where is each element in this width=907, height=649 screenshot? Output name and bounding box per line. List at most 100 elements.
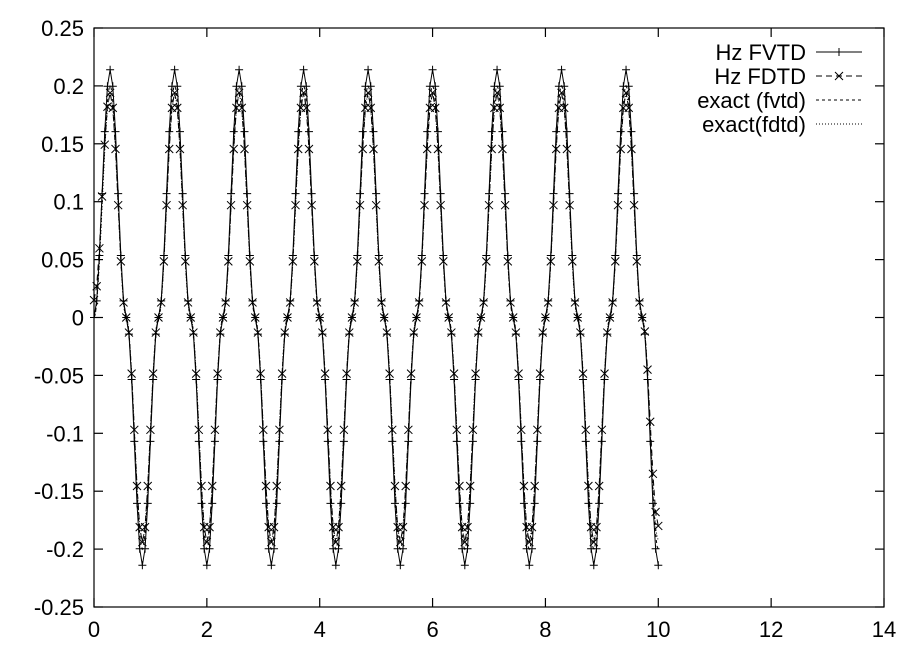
point-marker-plus [358,127,367,136]
point-marker-x [331,537,341,547]
point-marker-x [186,313,196,322]
point-marker-x [352,256,362,266]
y-tick-label: -0.15 [34,479,84,504]
point-marker-x [162,200,171,210]
point-marker-x [390,481,400,491]
point-marker-plus [272,499,281,508]
point-marker-plus [557,65,566,74]
point-marker-plus [261,499,270,508]
point-marker-x [202,537,212,547]
point-marker-plus [455,499,464,508]
point-marker-x [205,522,214,532]
point-marker-plus [237,82,246,91]
point-marker-x [471,369,480,379]
point-marker-x [344,328,354,337]
point-marker-x [524,537,534,547]
point-marker-x [562,144,572,154]
point-marker-x [355,200,365,210]
point-marker-plus [299,65,308,74]
point-marker-plus [326,499,335,508]
point-marker-x [191,369,201,379]
point-marker-plus [267,561,276,570]
point-marker-x [627,144,636,154]
point-marker-plus [229,127,238,136]
x-tick-label: 12 [759,617,783,642]
point-marker-x [495,103,505,113]
point-marker-plus [302,82,311,91]
point-marker-x [643,365,652,374]
point-marker-x [444,313,454,322]
y-tick-label: -0.25 [34,595,84,620]
point-marker-plus [493,65,502,74]
point-marker-x [170,88,179,98]
y-tick-label: -0.2 [46,537,84,562]
point-marker-x [299,88,308,98]
point-marker-plus [530,499,539,508]
point-marker-plus [595,499,604,508]
point-marker-plus [235,65,244,74]
point-marker-plus [100,127,109,136]
point-marker-x [215,328,225,337]
point-marker-x [492,88,502,98]
point-marker-x [565,200,574,210]
point-marker-x [326,481,335,491]
point-marker-plus [519,499,528,508]
point-marker-plus [202,561,211,570]
point-marker-x [500,200,510,210]
y-tick-label: 0.25 [41,16,84,41]
point-marker-x [119,298,128,307]
series-3 [93,93,659,542]
point-marker-x [105,88,115,98]
point-marker-x [428,88,437,98]
point-marker-plus [170,65,179,74]
point-marker-plus [433,127,442,136]
point-marker-x [140,522,150,532]
point-marker-plus [396,561,405,570]
point-marker-x [589,537,599,547]
point-marker-x [261,481,271,491]
point-marker-x [277,369,287,379]
point-marker-x [581,425,591,435]
point-marker-plus [622,65,631,74]
point-marker-plus [498,127,507,136]
legend-marker-plus [835,48,843,56]
x-tick-label: 4 [314,617,326,642]
point-marker-plus [132,499,141,508]
point-marker-x [433,144,443,154]
point-marker-plus [401,499,410,508]
point-marker-x [266,537,276,547]
x-tick-label: 2 [201,617,213,642]
y-tick-label: 0.1 [53,190,84,215]
point-marker-plus [589,561,598,570]
point-marker-x [121,313,131,322]
point-marker-x [651,507,660,517]
point-marker-plus [143,499,152,508]
point-marker-plus [366,82,375,91]
point-marker-plus [364,65,373,74]
point-marker-x [479,298,488,307]
legend-label: exact(fdtd) [702,112,806,137]
point-marker-x [95,243,104,253]
x-tick-label: 10 [646,617,670,642]
point-marker-plus [552,127,561,136]
point-marker-x [481,256,491,266]
point-marker-x [242,200,252,210]
axes-layer: 0.25 0.2 0.15 0.1 0.05 0 -0.05 -0.1 -0.15 -0.2 -0.… [34,16,896,642]
point-marker-x [108,103,118,113]
point-marker-x [336,481,346,491]
point-marker-x [250,313,260,322]
point-marker-x [148,369,158,379]
point-marker-x [527,522,537,532]
x-tick-label: 8 [539,617,551,642]
point-marker-plus [627,127,636,136]
legend-label: Hz FVTD [716,40,806,65]
point-marker-x [363,88,373,98]
point-marker-plus [651,544,660,553]
point-marker-plus [466,499,475,508]
point-marker-x [291,200,300,210]
y-tick-label: 0.2 [53,74,84,99]
point-marker-plus [460,561,469,570]
point-marker-plus [108,82,117,91]
